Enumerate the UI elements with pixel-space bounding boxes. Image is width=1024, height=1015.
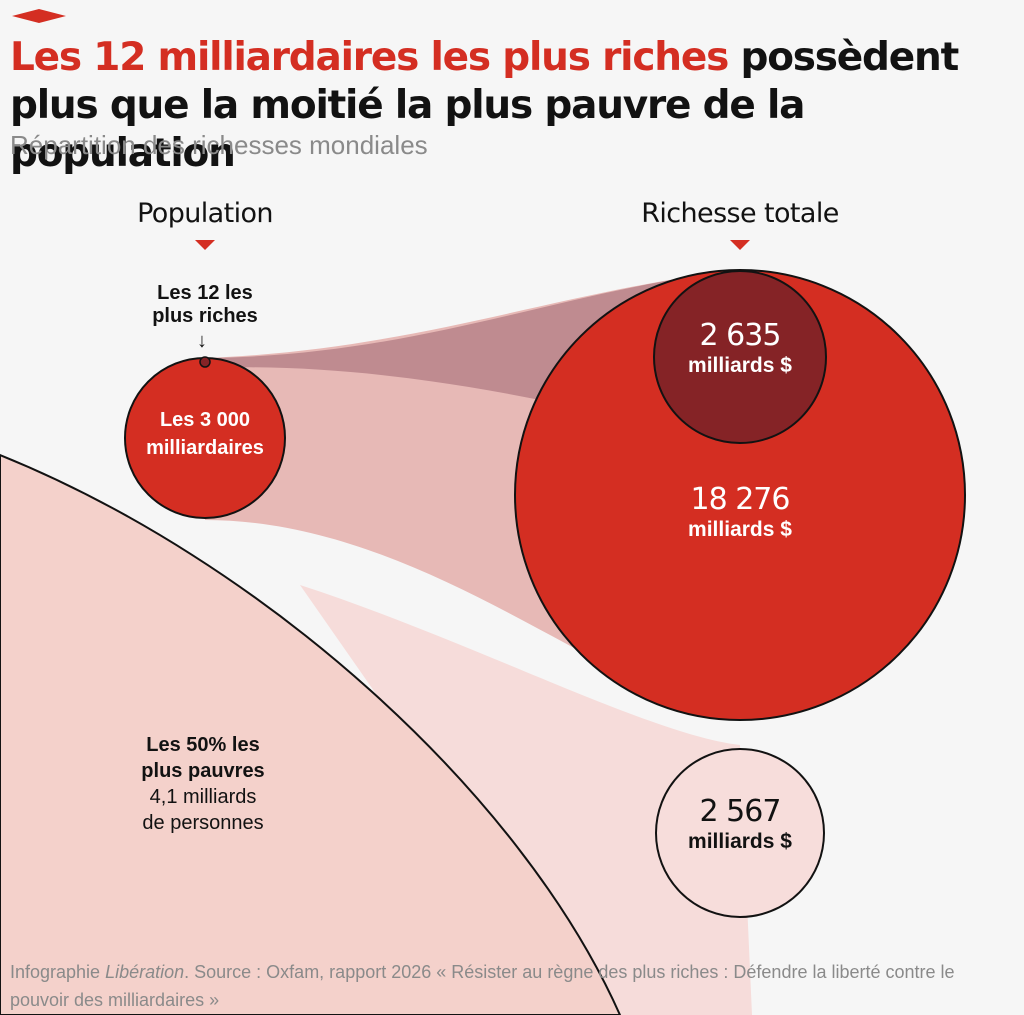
poorest-half-area bbox=[0, 453, 622, 1015]
top12-wealth-value: 2 635 bbox=[699, 318, 782, 353]
poorest-label-line4: de personnes bbox=[142, 812, 264, 834]
billionaires-wealth-value: 18 276 bbox=[690, 482, 791, 517]
top12-wealth-unit: milliards $ bbox=[688, 354, 792, 377]
page-subtitle: Répartition des richesses mondiales bbox=[10, 130, 428, 160]
billionaires-wealth-unit: milliards $ bbox=[688, 518, 792, 541]
top12-label: Les 12 les plus riches bbox=[152, 282, 258, 328]
source-credit: Infographie Libération. Source : Oxfam, … bbox=[10, 958, 1010, 1014]
billionaires-label: Les 3 000 milliardaires bbox=[146, 406, 264, 462]
poorest-wealth-unit: milliards $ bbox=[688, 830, 792, 853]
top12-label-line1: Les 12 les bbox=[157, 282, 253, 304]
poorest-flow-band bbox=[300, 585, 752, 1015]
population-column-label: Population bbox=[137, 198, 273, 229]
top12-population-dot bbox=[199, 356, 211, 368]
poorest-label-line3: 4,1 milliards bbox=[149, 786, 257, 808]
title-rest: possèdent plus que la moitié la plus pau… bbox=[10, 35, 959, 176]
down-arrow-icon: ↓ bbox=[197, 330, 207, 352]
population-caret-icon bbox=[195, 240, 215, 250]
billionaires-label-line2: milliardaires bbox=[146, 437, 264, 459]
top12-wealth-circle bbox=[653, 270, 827, 444]
poorest-wealth-circle bbox=[655, 748, 825, 918]
source-outlet: Libération bbox=[105, 962, 185, 982]
top12-wealth-label: 2 635 milliards $ bbox=[688, 319, 792, 379]
wealth-column-label: Richesse totale bbox=[641, 198, 839, 229]
billionaires-label-line1: Les 3 000 bbox=[159, 409, 251, 431]
source-prefix: Infographie bbox=[10, 962, 106, 982]
liberation-logo-icon bbox=[12, 9, 66, 23]
poorest-wealth-label: 2 567 milliards $ bbox=[688, 795, 792, 855]
top12-label-line2: plus riches bbox=[152, 305, 258, 327]
poorest-label-line2: plus pauvres bbox=[141, 760, 265, 782]
source-text: . Source : Oxfam, rapport 2026 « Résiste… bbox=[10, 962, 955, 1010]
poorest-label-line1: Les 50% les bbox=[146, 734, 260, 756]
page-title: Les 12 milliardaires les plus riches pos… bbox=[10, 34, 1010, 178]
wealth-caret-icon bbox=[730, 240, 750, 250]
title-highlight: Les 12 milliardaires les plus riches bbox=[10, 35, 729, 80]
poorest-label: Les 50% les plus pauvres 4,1 milliards d… bbox=[141, 732, 264, 836]
poorest-wealth-value: 2 567 bbox=[699, 794, 782, 829]
billionaires-wealth-label: 18 276 milliards $ bbox=[688, 483, 792, 543]
